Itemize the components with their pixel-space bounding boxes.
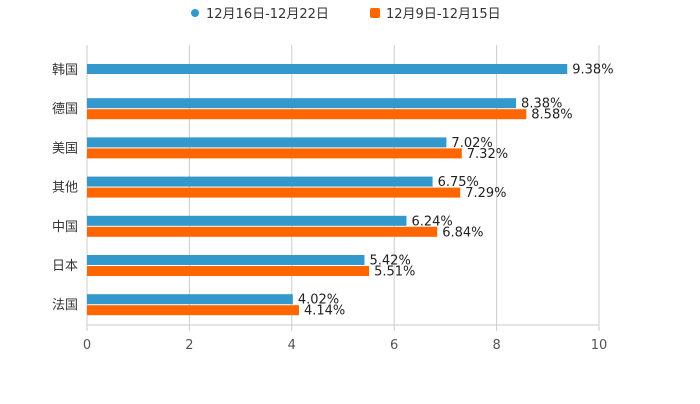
y-tick-label: 美国 <box>52 141 78 156</box>
bar <box>87 294 293 305</box>
bars: 9.38% 8.38%8.58% 7.02%7.32% 6.75%7.29% 6.24%… <box>87 63 614 319</box>
y-tick-label: 韩国 <box>52 63 78 78</box>
x-tick-label: 6 <box>390 338 398 353</box>
data-label: 8.38% <box>521 97 562 112</box>
y-tick-label: 法国 <box>52 298 78 313</box>
y-tick-label: 日本 <box>52 259 78 274</box>
legend-label: 12月9日-12月15日 <box>386 7 501 22</box>
bar <box>87 176 433 187</box>
data-label: 6.24% <box>411 214 452 229</box>
data-label: 7.02% <box>451 136 492 151</box>
bar <box>87 109 527 120</box>
bar <box>87 255 365 265</box>
y-tick-label: 德国 <box>52 102 78 117</box>
y-tick-label: 其他 <box>52 181 78 196</box>
legend: 12月16日-12月22日 12月9日-12月15日 <box>191 7 501 22</box>
x-tick-label: 4 <box>288 338 296 353</box>
data-label: 4.02% <box>298 293 339 308</box>
data-label: 4.14% <box>304 304 345 319</box>
data-label: 5.51% <box>374 265 415 280</box>
bar <box>87 64 568 74</box>
data-label: 9.38% <box>572 63 613 78</box>
data-label: 6.84% <box>442 225 483 240</box>
bar <box>87 187 461 198</box>
bar <box>87 266 370 276</box>
data-label: 7.32% <box>467 147 508 162</box>
legend-marker <box>191 9 199 17</box>
x-tick-label: 8 <box>492 338 500 353</box>
legend-marker <box>370 8 380 18</box>
data-label: 5.42% <box>370 254 411 269</box>
legend-label: 12月16日-12月22日 <box>206 7 329 22</box>
y-tick-label: 中国 <box>52 220 78 235</box>
x-tick-label: 0 <box>83 338 91 353</box>
x-tick-label: 10 <box>591 338 608 353</box>
bar <box>87 305 299 316</box>
bar <box>87 148 462 159</box>
data-label: 7.29% <box>465 186 506 201</box>
data-label: 8.58% <box>531 108 572 123</box>
data-label: 6.75% <box>438 175 479 190</box>
bar <box>87 98 517 109</box>
bar <box>87 226 438 237</box>
bar <box>87 215 407 226</box>
bar <box>87 137 447 148</box>
x-tick-label: 2 <box>185 338 193 353</box>
